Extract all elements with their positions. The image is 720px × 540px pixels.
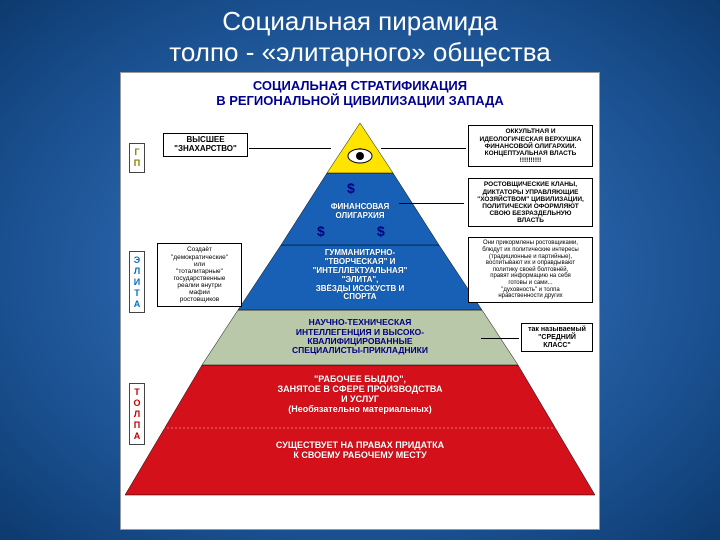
title-line2: толпо - «элитарного» общества xyxy=(169,37,550,67)
pyramid: Г П Э Л И Т А Т О Л П А xyxy=(121,123,599,519)
callout-left-mid: Создаёт "демократические" или "тоталитар… xyxy=(157,243,242,306)
dollar-icon: $ xyxy=(377,223,385,239)
tier-tech-text: НАУЧНО-ТЕХНИЧЕСКАЯ ИНТЕЛЛЕГЕНЦИЯ И ВЫСОК… xyxy=(250,318,470,355)
leader-line xyxy=(249,148,331,149)
tier-oligarchy-text: ФИНАНСОВАЯ ОЛИГАРХИЯ xyxy=(300,203,420,221)
tier-base-bottom-text: СУЩЕСТВУЕТ НА ПРАВАХ ПРИДАТКА К СВОЕМУ Р… xyxy=(200,441,520,461)
slide-root: Социальная пирамида толпо - «элитарного»… xyxy=(0,0,720,540)
title-line1: Социальная пирамида xyxy=(222,6,498,36)
tier-base-top-text: "РАБОЧЕЕ БЫДЛО", ЗАНЯТОЕ В СФЕРЕ ПРОИЗВО… xyxy=(220,375,500,415)
slide-title: Социальная пирамида толпо - «элитарного»… xyxy=(0,0,720,72)
callout-right-top: ОККУЛЬТНАЯ И ИДЕОЛОГИЧЕСКАЯ ВЕРХУШКА ФИН… xyxy=(468,125,593,167)
diagram: СОЦИАЛЬНАЯ СТРАТИФИКАЦИЯ В РЕГИОНАЛЬНОЙ … xyxy=(120,72,600,530)
callout-left-top: ВЫСШЕЕ "ЗНАХАРСТВО" xyxy=(163,133,248,157)
callout-right-low: так называемый "СРЕДНИЙ КЛАСС" xyxy=(521,323,593,352)
dollar-icon: $ xyxy=(317,223,325,239)
eye-of-providence-icon xyxy=(347,148,373,164)
leader-line xyxy=(399,203,464,204)
leader-line xyxy=(381,148,466,149)
tier-elite-text: ГУММАНИТАРНО- "ТВОРЧЕСКАЯ" И "ИНТЕЛЛЕКТУ… xyxy=(285,249,435,302)
callout-right-mid: Они прикормлены ростовщиками, блюдут их … xyxy=(468,237,593,302)
diagram-title: СОЦИАЛЬНАЯ СТРАТИФИКАЦИЯ В РЕГИОНАЛЬНОЙ … xyxy=(121,73,599,113)
leader-line xyxy=(481,338,519,339)
callout-right-upper: РОСТОВЩИЧЕСКИЕ КЛАНЫ, ДИКТАТОРЫ УПРАВЛЯЮ… xyxy=(468,178,593,227)
dollar-icon: $ xyxy=(347,180,355,196)
